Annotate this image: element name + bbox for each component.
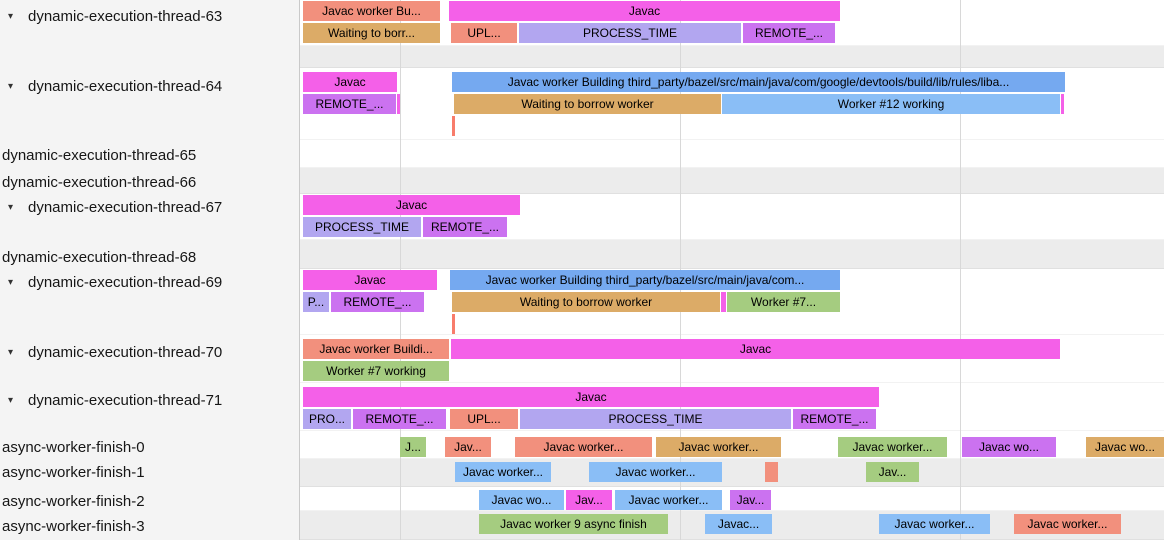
trace-slice[interactable]: [765, 462, 778, 482]
track-name-label: dynamic-execution-thread-63: [28, 7, 223, 25]
track-header[interactable]: async-worker-finish-2: [0, 491, 299, 511]
track-name-label: dynamic-execution-thread-67: [28, 198, 223, 216]
track-spacer: [300, 46, 1164, 68]
collapse-arrow-icon[interactable]: ▾: [8, 394, 14, 406]
trace-slice[interactable]: Worker #7...: [727, 292, 840, 312]
trace-slice[interactable]: [721, 292, 726, 312]
track-header[interactable]: async-worker-finish-3: [0, 516, 299, 536]
trace-slice[interactable]: [452, 314, 455, 334]
track-name-label: async-worker-finish-3: [2, 517, 145, 535]
trace-slice[interactable]: Jav...: [866, 462, 919, 482]
track-name-panel: ▾ dynamic-execution-thread-63 ▾ dynamic-exe…: [0, 0, 300, 540]
trace-slice[interactable]: Javac wo...: [962, 437, 1056, 457]
trace-slice[interactable]: Javac worker...: [589, 462, 722, 482]
trace-slice[interactable]: PRO...: [303, 409, 351, 429]
trace-slice[interactable]: Javac: [303, 387, 879, 407]
track-header[interactable]: ▾ dynamic-execution-thread-70: [0, 342, 299, 362]
collapse-arrow-icon[interactable]: ▾: [8, 80, 14, 92]
trace-slice[interactable]: UPL...: [450, 409, 518, 429]
track-lane: [300, 140, 1164, 168]
trace-slice[interactable]: REMOTE_...: [743, 23, 835, 43]
track-lane: [300, 459, 1164, 487]
trace-slice[interactable]: Javac worker...: [455, 462, 551, 482]
trace-slice[interactable]: Javac worker Building third_party/bazel/…: [452, 72, 1065, 92]
track-header[interactable]: async-worker-finish-0: [0, 437, 299, 457]
trace-slice[interactable]: Jav...: [566, 490, 612, 510]
track-lane: [300, 240, 1164, 269]
track-name-label: dynamic-execution-thread-65: [2, 146, 197, 164]
trace-slice[interactable]: REMOTE_...: [353, 409, 446, 429]
trace-slice[interactable]: UPL...: [451, 23, 517, 43]
track-header[interactable]: ▾ dynamic-execution-thread-63: [0, 6, 299, 26]
collapse-arrow-icon[interactable]: ▾: [8, 346, 14, 358]
trace-slice[interactable]: REMOTE_...: [423, 217, 507, 237]
trace-slice[interactable]: P...: [303, 292, 329, 312]
trace-slice[interactable]: Javac worker...: [656, 437, 781, 457]
time-gridline: [960, 0, 961, 540]
track-header[interactable]: ▾ dynamic-execution-thread-71: [0, 390, 299, 410]
trace-slice[interactable]: PROCESS_TIME: [520, 409, 791, 429]
trace-slice[interactable]: Javac: [303, 72, 397, 92]
trace-slice[interactable]: Javac: [303, 270, 437, 290]
trace-slice[interactable]: Worker #12 working: [722, 94, 1060, 114]
trace-slice[interactable]: PROCESS_TIME: [519, 23, 741, 43]
trace-slice[interactable]: Javac: [451, 339, 1060, 359]
track-name-label: async-worker-finish-2: [2, 492, 145, 510]
trace-slice[interactable]: Jav...: [730, 490, 771, 510]
track-header[interactable]: ▾ dynamic-execution-thread-69: [0, 272, 299, 292]
track-header[interactable]: ▾ dynamic-execution-thread-64: [0, 76, 299, 96]
track-header[interactable]: dynamic-execution-thread-66: [0, 172, 299, 192]
trace-slice[interactable]: Javac worker...: [838, 437, 947, 457]
trace-slice[interactable]: Javac worker Building third_party/bazel/…: [450, 270, 840, 290]
trace-slice[interactable]: Javac worker...: [615, 490, 722, 510]
trace-slice[interactable]: Waiting to borrow worker: [454, 94, 721, 114]
trace-slice[interactable]: Javac wo...: [479, 490, 564, 510]
track-name-label: dynamic-execution-thread-69: [28, 273, 223, 291]
trace-slice[interactable]: Javac worker...: [1014, 514, 1121, 534]
collapse-arrow-icon[interactable]: ▾: [8, 276, 14, 288]
track-name-label: dynamic-execution-thread-71: [28, 391, 223, 409]
track-name-label: async-worker-finish-0: [2, 438, 145, 456]
trace-slice[interactable]: Javac: [303, 195, 520, 215]
track-header[interactable]: ▾ dynamic-execution-thread-67: [0, 197, 299, 217]
track-header[interactable]: dynamic-execution-thread-68: [0, 247, 299, 267]
trace-slice[interactable]: J...: [400, 437, 426, 457]
track-name-label: dynamic-execution-thread-64: [28, 77, 223, 95]
trace-slice[interactable]: Worker #7 working: [303, 361, 449, 381]
track-lane: [300, 168, 1164, 194]
track-header[interactable]: async-worker-finish-1: [0, 462, 299, 482]
trace-slice[interactable]: REMOTE_...: [331, 292, 424, 312]
trace-slice[interactable]: [452, 116, 455, 136]
trace-slice[interactable]: Javac wo...: [1086, 437, 1164, 457]
trace-slice[interactable]: Waiting to borr...: [303, 23, 440, 43]
trace-slice[interactable]: Javac worker 9 async finish: [479, 514, 668, 534]
trace-slice[interactable]: Javac...: [705, 514, 772, 534]
trace-slice[interactable]: REMOTE_...: [303, 94, 396, 114]
collapse-arrow-icon[interactable]: ▾: [8, 10, 14, 22]
trace-slice[interactable]: [397, 94, 400, 114]
track-name-label: dynamic-execution-thread-68: [2, 248, 197, 266]
track-header[interactable]: dynamic-execution-thread-65: [0, 145, 299, 165]
trace-slice[interactable]: Javac worker Bu...: [303, 1, 440, 21]
trace-slice[interactable]: Javac worker...: [515, 437, 652, 457]
trace-slice[interactable]: Jav...: [445, 437, 491, 457]
track-name-label: dynamic-execution-thread-66: [2, 173, 197, 191]
collapse-arrow-icon[interactable]: ▾: [8, 201, 14, 213]
track-name-label: async-worker-finish-1: [2, 463, 145, 481]
trace-slice[interactable]: [1061, 94, 1064, 114]
track-name-label: dynamic-execution-thread-70: [28, 343, 223, 361]
trace-slice[interactable]: Javac worker Buildi...: [303, 339, 449, 359]
trace-slice[interactable]: Javac: [449, 1, 840, 21]
trace-slice[interactable]: Javac worker...: [879, 514, 990, 534]
trace-slice[interactable]: PROCESS_TIME: [303, 217, 421, 237]
trace-slice[interactable]: Waiting to borrow worker: [452, 292, 720, 312]
trace-slice[interactable]: REMOTE_...: [793, 409, 876, 429]
